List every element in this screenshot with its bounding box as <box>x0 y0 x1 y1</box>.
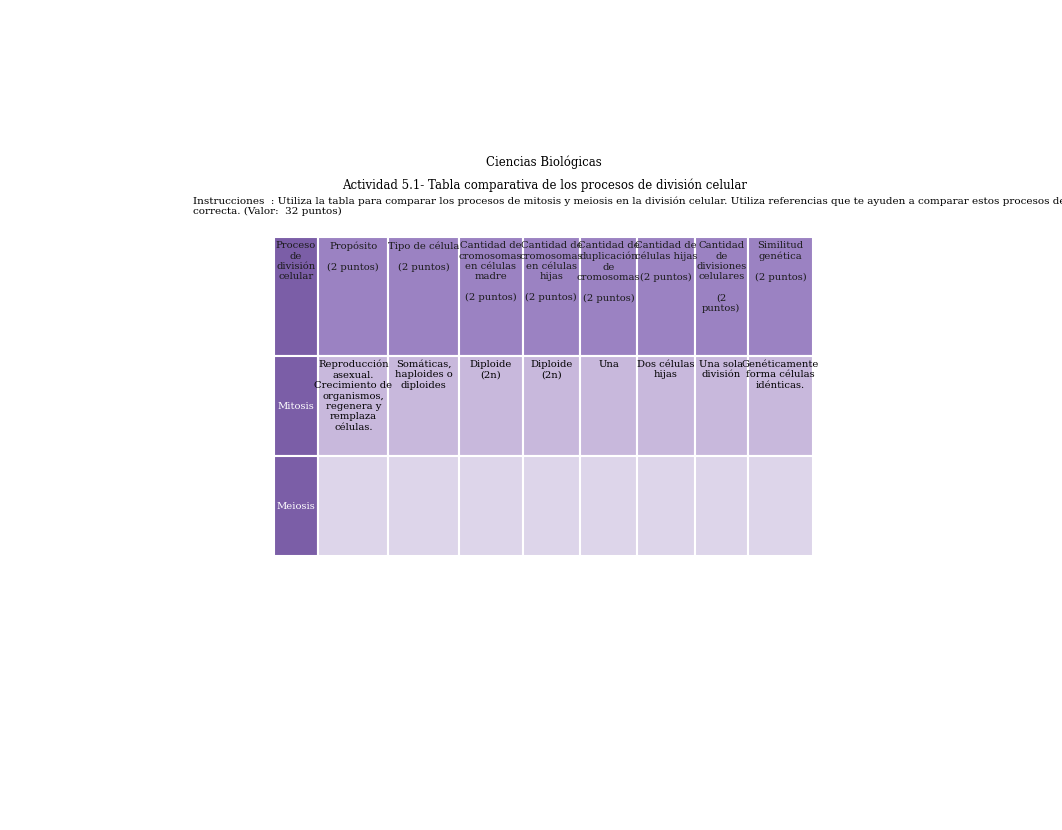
Bar <box>523 356 580 457</box>
Bar <box>319 356 389 457</box>
Bar <box>319 237 389 356</box>
Text: Meiosis: Meiosis <box>276 501 315 510</box>
Bar <box>459 457 523 556</box>
Bar <box>459 356 523 457</box>
Text: Reproducción
asexual.
Crecimiento de
organismos,
regenera y
remplaza
células.: Reproducción asexual. Crecimiento de org… <box>314 360 392 432</box>
Text: Cantidad de
células hijas

(2 puntos): Cantidad de células hijas (2 puntos) <box>635 242 697 282</box>
Bar <box>319 457 389 556</box>
Text: Propósito

(2 puntos): Propósito (2 puntos) <box>327 242 379 271</box>
Text: Diploide
(2n): Diploide (2n) <box>469 360 512 379</box>
Bar <box>637 237 695 356</box>
Text: Dos células
hijas: Dos células hijas <box>637 360 695 379</box>
Text: Instrucciones  : Utiliza la tabla para comparar los procesos de mitosis y meiosi: Instrucciones : Utiliza la tabla para co… <box>193 197 1062 206</box>
Bar <box>389 237 459 356</box>
Text: Diploide
(2n): Diploide (2n) <box>530 360 572 379</box>
Bar <box>695 457 748 556</box>
Text: Actividad 5.1- Tabla comparativa de los procesos de división celular: Actividad 5.1- Tabla comparativa de los … <box>342 178 747 192</box>
Bar <box>637 356 695 457</box>
Bar <box>695 356 748 457</box>
Bar <box>523 237 580 356</box>
Bar <box>389 457 459 556</box>
Bar <box>580 457 637 556</box>
Text: Una sola
división: Una sola división <box>699 360 743 379</box>
Text: Genéticamente
forma células
idénticas.: Genéticamente forma células idénticas. <box>742 360 819 389</box>
Text: Cantidad de
cromosomas
en células
madre

(2 puntos): Cantidad de cromosomas en células madre … <box>459 242 523 302</box>
Bar <box>459 237 523 356</box>
Text: Cantidad de
duplicación
de
cromosomas

(2 puntos): Cantidad de duplicación de cromosomas (2… <box>577 242 640 303</box>
Bar <box>274 356 319 457</box>
Bar <box>637 457 695 556</box>
Text: Similitud
genética

(2 puntos): Similitud genética (2 puntos) <box>755 242 806 282</box>
Text: Cantidad de
cromosomas
en células
hijas

(2 puntos): Cantidad de cromosomas en células hijas … <box>519 242 583 302</box>
Text: Ciencias Biológicas: Ciencias Biológicas <box>486 155 602 168</box>
Text: Cantidad
de
divisiones
celulares

(2
puntos): Cantidad de divisiones celulares (2 punt… <box>697 242 747 313</box>
Bar <box>748 457 813 556</box>
Bar <box>389 356 459 457</box>
Bar <box>748 237 813 356</box>
Text: Mitosis: Mitosis <box>277 402 314 411</box>
Bar <box>274 457 319 556</box>
Bar <box>274 237 319 356</box>
Text: Somáticas,
haploides o
diploides: Somáticas, haploides o diploides <box>395 360 452 389</box>
Bar <box>695 237 748 356</box>
Bar <box>580 356 637 457</box>
Text: Una: Una <box>598 360 619 369</box>
Bar <box>748 356 813 457</box>
Text: Proceso
de
división
celular: Proceso de división celular <box>276 242 316 281</box>
Bar <box>523 457 580 556</box>
Text: correcta. (Valor:  32 puntos): correcta. (Valor: 32 puntos) <box>193 207 342 216</box>
Bar <box>580 237 637 356</box>
Text: Tipo de célula

(2 puntos): Tipo de célula (2 puntos) <box>388 242 460 271</box>
